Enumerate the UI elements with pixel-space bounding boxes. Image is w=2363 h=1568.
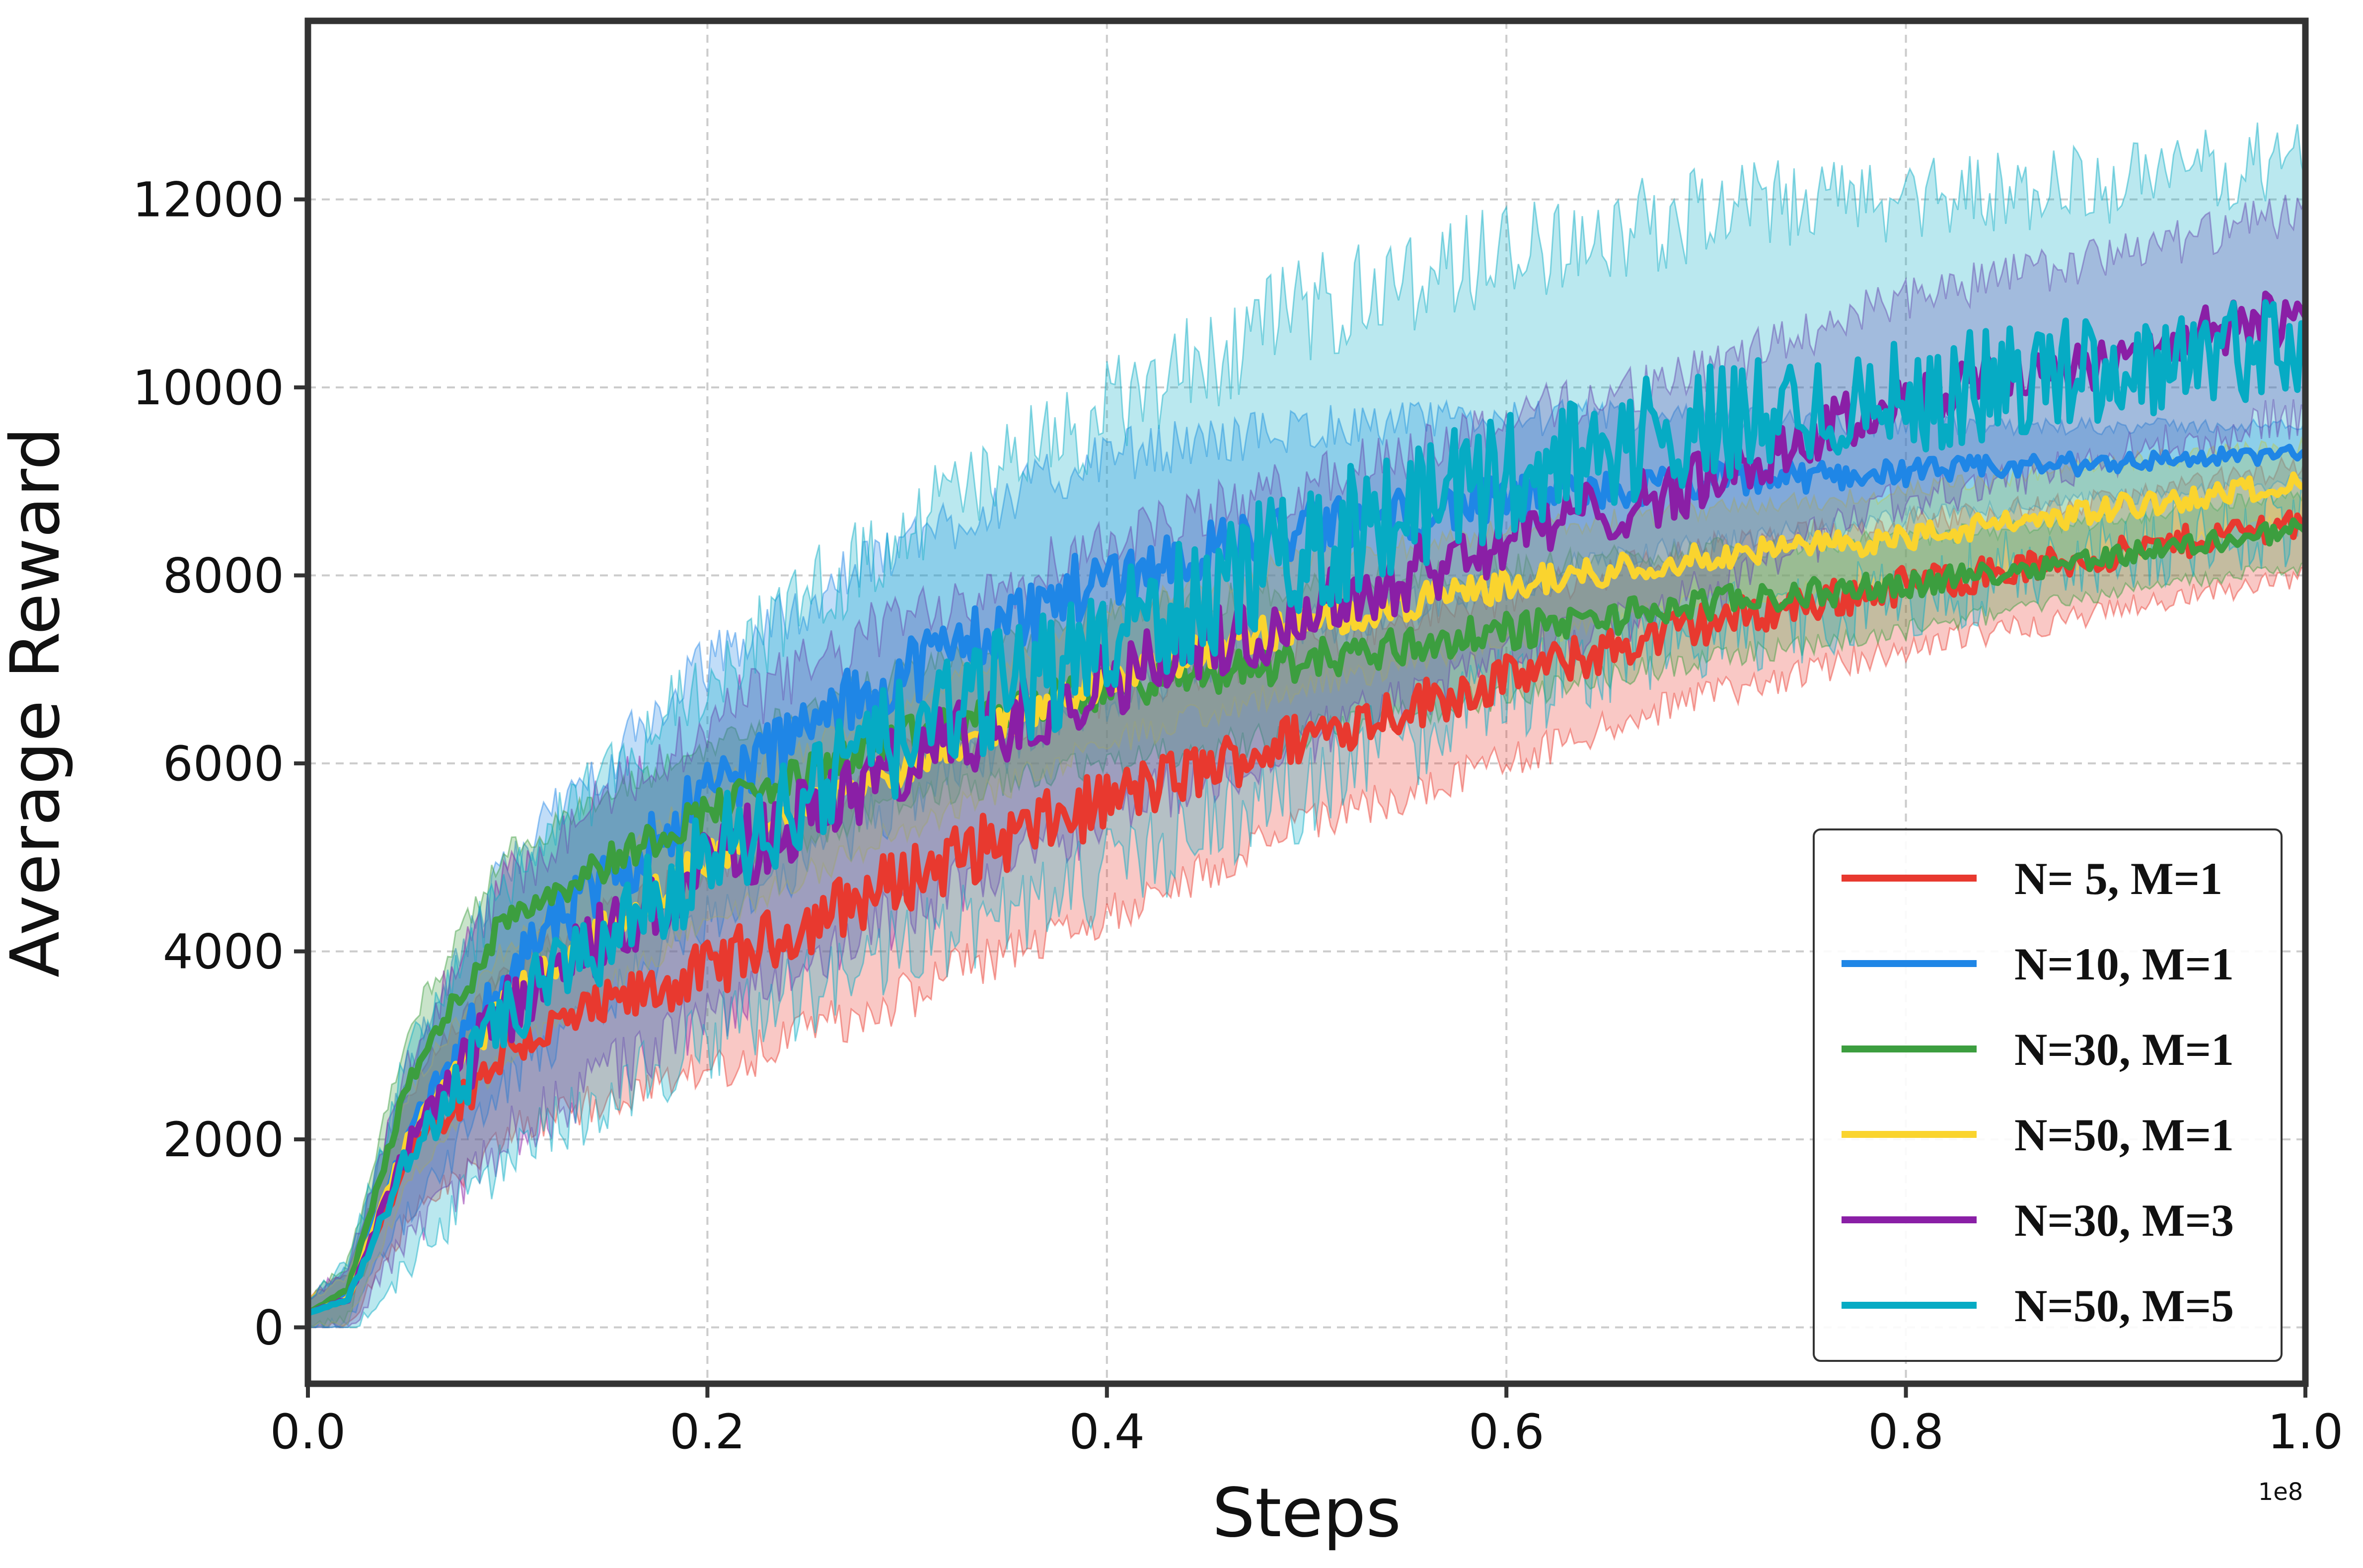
line-series-6 bbox=[306, 299, 2309, 1317]
x-offset-label: 1e8 bbox=[2258, 1478, 2303, 1506]
y-tick-label: 2000 bbox=[163, 1112, 284, 1168]
legend-label-3: N=30, M=1 bbox=[2014, 1024, 2234, 1075]
x-tick-label: 0.2 bbox=[669, 1404, 745, 1460]
y-tick-label: 8000 bbox=[163, 548, 284, 604]
line-series-3 bbox=[306, 517, 2308, 1316]
legend: N= 5, M=1 N=10, M=1 N=30, M=1 N=50, M=1 N=30… bbox=[1813, 828, 2283, 1362]
y-tick-label: 4000 bbox=[163, 924, 284, 979]
legend-label-2: N=10, M=1 bbox=[2014, 939, 2234, 989]
x-axis-ticks: 0.0 0.2 0.4 0.6 0.8 1.0 bbox=[270, 1384, 2344, 1460]
legend-label-5: N=30, M=3 bbox=[2014, 1195, 2234, 1246]
grid-lines bbox=[308, 21, 2305, 1384]
legend-label-1: N= 5, M=1 bbox=[2014, 853, 2222, 904]
x-tick-label: 0.4 bbox=[1069, 1404, 1145, 1460]
line-series-1 bbox=[306, 509, 2308, 1317]
x-tick-label: 0.0 bbox=[270, 1404, 346, 1460]
y-tick-label: 12000 bbox=[133, 172, 284, 228]
legend-label-4: N=50, M=1 bbox=[2014, 1110, 2234, 1160]
series-lines bbox=[306, 291, 2309, 1317]
x-axis-title: Steps bbox=[1212, 1474, 1402, 1553]
x-tick-label: 0.8 bbox=[1868, 1404, 1944, 1460]
legend-label-6: N=50, M=5 bbox=[2014, 1280, 2234, 1331]
plot-frame bbox=[304, 17, 2309, 1387]
x-tick-label: 0.6 bbox=[1469, 1404, 1545, 1460]
y-tick-label: 0 bbox=[254, 1300, 284, 1355]
y-tick-label: 6000 bbox=[163, 736, 284, 792]
y-axis-title: Average Reward bbox=[0, 427, 75, 977]
x-tick-label: 1.0 bbox=[2268, 1404, 2344, 1460]
y-tick-label: 10000 bbox=[133, 360, 284, 416]
y-axis-ticks: 0 2000 4000 6000 8000 10000 12000 bbox=[133, 172, 308, 1355]
